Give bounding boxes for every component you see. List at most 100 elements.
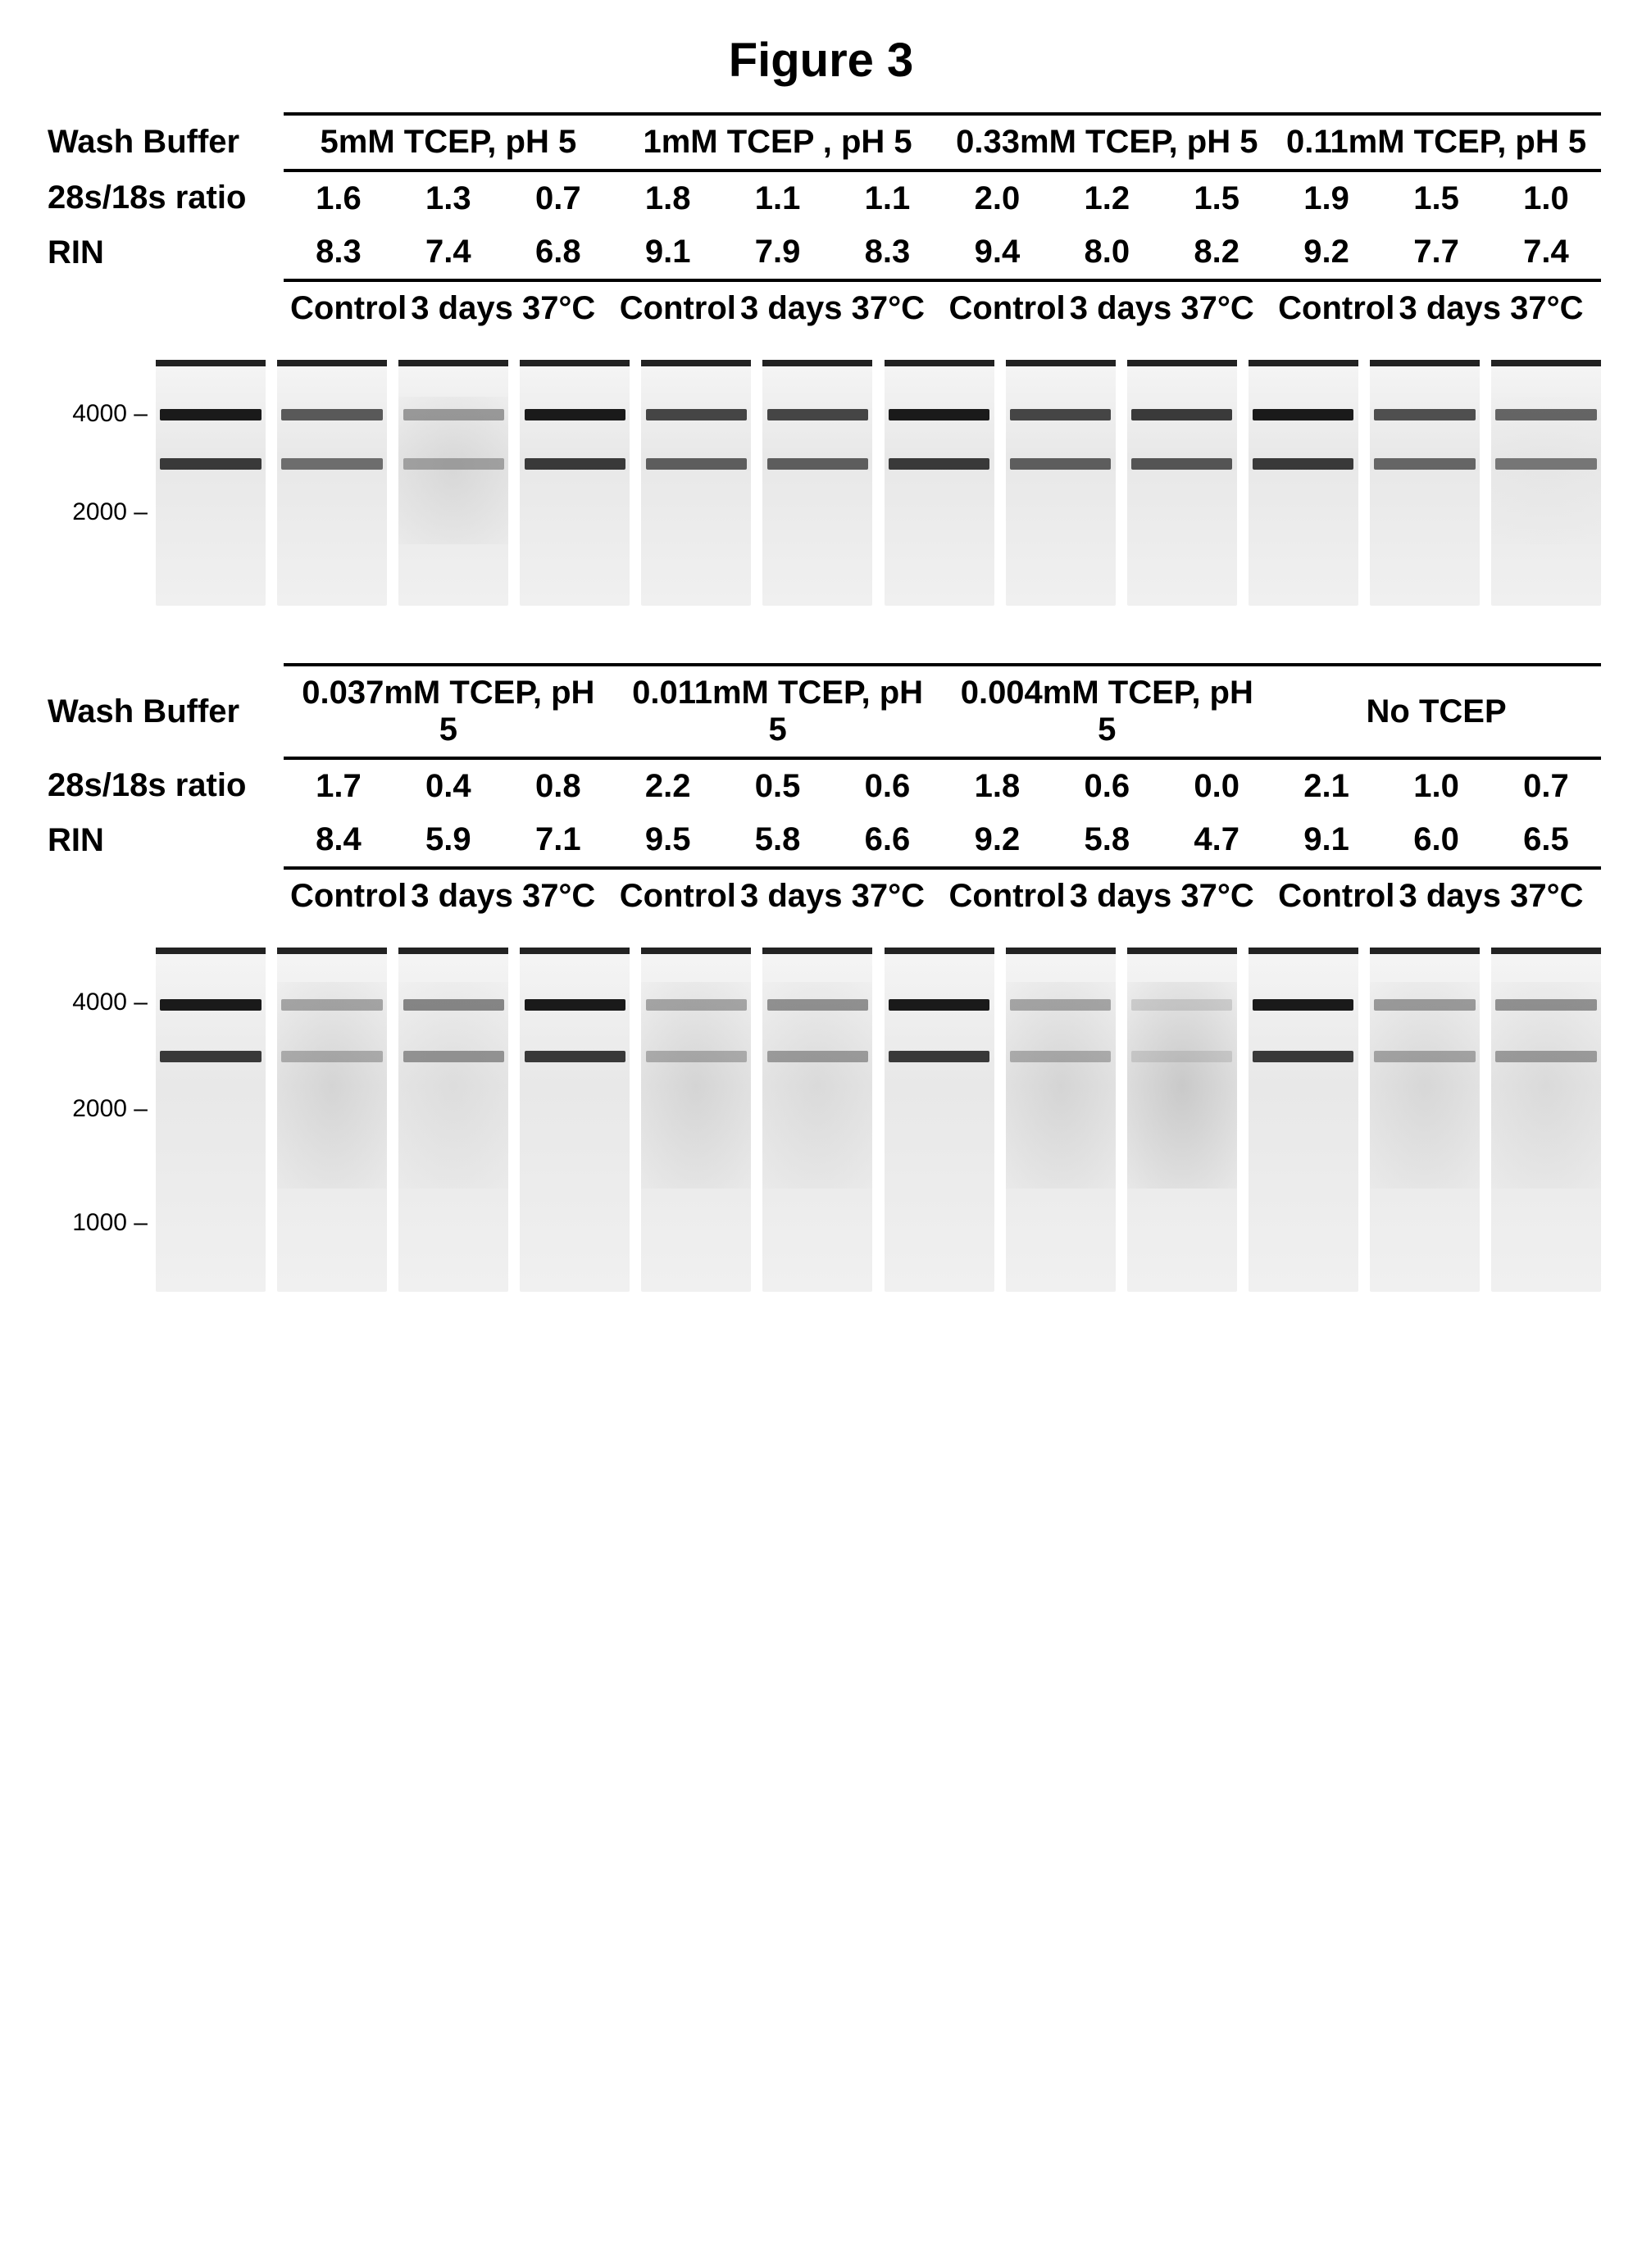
gel-y-axis: 400020001000 bbox=[41, 948, 156, 1292]
lane-label-control: Control bbox=[1271, 280, 1381, 335]
gel-well bbox=[398, 360, 508, 366]
rin-value: 9.2 bbox=[942, 813, 1052, 868]
gel-band-18s bbox=[160, 1051, 261, 1062]
gel-well bbox=[277, 948, 387, 954]
lane-label-treated: 3 days 37°C bbox=[1052, 280, 1271, 335]
gel-well bbox=[762, 948, 872, 954]
rin-value: 7.1 bbox=[503, 813, 613, 868]
gel-band-18s bbox=[767, 458, 868, 470]
rin-value: 5.8 bbox=[1052, 813, 1162, 868]
gel-smear bbox=[398, 982, 508, 1189]
ratio-label: 28s/18s ratio bbox=[41, 758, 284, 813]
ratio-value: 0.6 bbox=[833, 758, 943, 813]
gel-band-28s bbox=[767, 409, 868, 420]
gel-group bbox=[885, 948, 1237, 1292]
rin-value: 8.3 bbox=[833, 225, 943, 280]
gel-smear bbox=[762, 982, 872, 1189]
ratio-value: 0.7 bbox=[503, 170, 613, 225]
gel-lane bbox=[1491, 360, 1601, 606]
gel-lane bbox=[1006, 948, 1116, 1292]
gel-lane bbox=[1249, 360, 1358, 606]
gel-y-tick: 1000 bbox=[72, 1209, 148, 1237]
gel-well bbox=[520, 948, 630, 954]
gel-band-28s bbox=[1253, 409, 1353, 420]
lane-label-control: Control bbox=[1271, 868, 1381, 923]
gel-lane bbox=[277, 948, 387, 1292]
gel-smear bbox=[1127, 982, 1237, 1189]
gel-band-28s bbox=[889, 409, 989, 420]
gel-lane bbox=[885, 948, 994, 1292]
data-table: Wash Buffer0.037mM TCEP, pH 50.011mM TCE… bbox=[41, 663, 1601, 923]
gel-well bbox=[1006, 948, 1116, 954]
gel-band-28s bbox=[646, 409, 747, 420]
lane-label-treated: 3 days 37°C bbox=[723, 868, 943, 923]
gel-y-tick: 4000 bbox=[72, 989, 148, 1016]
ratio-value: 0.6 bbox=[1052, 758, 1162, 813]
gel-well bbox=[1491, 360, 1601, 366]
gel-lane bbox=[1006, 360, 1116, 606]
gel-well bbox=[885, 360, 994, 366]
ratio-value: 1.2 bbox=[1052, 170, 1162, 225]
rin-value: 6.6 bbox=[833, 813, 943, 868]
rin-value: 5.9 bbox=[393, 813, 503, 868]
gel-band-18s bbox=[1131, 458, 1232, 470]
rin-value: 4.7 bbox=[1162, 813, 1271, 868]
group-header: 1mM TCEP , pH 5 bbox=[613, 114, 943, 170]
rin-value: 9.1 bbox=[1271, 813, 1381, 868]
gel-well bbox=[1370, 360, 1480, 366]
rin-value: 7.4 bbox=[1491, 225, 1601, 280]
gel-group bbox=[1249, 948, 1601, 1292]
ratio-value: 1.0 bbox=[1491, 170, 1601, 225]
gel-lane bbox=[398, 948, 508, 1292]
data-table: Wash Buffer5mM TCEP, pH 51mM TCEP , pH 5… bbox=[41, 112, 1601, 335]
data-block: Wash Buffer5mM TCEP, pH 51mM TCEP , pH 5… bbox=[41, 112, 1601, 606]
lane-label-treated: 3 days 37°C bbox=[393, 280, 613, 335]
rin-value: 6.0 bbox=[1381, 813, 1491, 868]
gel-lane bbox=[1127, 360, 1237, 606]
lane-row-spacer bbox=[41, 868, 284, 923]
gel-lane bbox=[520, 948, 630, 1292]
gel-band-18s bbox=[160, 458, 261, 470]
lane-label-control: Control bbox=[613, 280, 723, 335]
gel-smear bbox=[277, 982, 387, 1189]
gel-smear bbox=[641, 982, 751, 1189]
gel-smear bbox=[1006, 982, 1116, 1189]
figure-title: Figure 3 bbox=[41, 33, 1601, 88]
gel-lane bbox=[885, 360, 994, 606]
gel-well bbox=[1249, 948, 1358, 954]
group-header: 0.11mM TCEP, pH 5 bbox=[1271, 114, 1601, 170]
ratio-value: 1.7 bbox=[284, 758, 393, 813]
gel-band-28s bbox=[160, 999, 261, 1011]
ratio-value: 1.1 bbox=[833, 170, 943, 225]
gel-smear bbox=[1491, 982, 1601, 1189]
lane-label-treated: 3 days 37°C bbox=[1052, 868, 1271, 923]
gel-band-28s bbox=[525, 409, 625, 420]
rin-value: 8.4 bbox=[284, 813, 393, 868]
gel-band-18s bbox=[1010, 458, 1111, 470]
lane-label-control: Control bbox=[284, 280, 393, 335]
rin-value: 8.2 bbox=[1162, 225, 1271, 280]
ratio-value: 0.0 bbox=[1162, 758, 1271, 813]
gel-y-tick: 2000 bbox=[72, 498, 148, 526]
gel-smear bbox=[398, 397, 508, 544]
gel-well bbox=[1127, 360, 1237, 366]
rin-value: 9.2 bbox=[1271, 225, 1381, 280]
gel-band-18s bbox=[889, 1051, 989, 1062]
gel-lane bbox=[1249, 948, 1358, 1292]
gel-band-18s bbox=[525, 1051, 625, 1062]
wash-buffer-label: Wash Buffer bbox=[41, 114, 284, 170]
gel-lane bbox=[156, 948, 266, 1292]
gel-well bbox=[641, 360, 751, 366]
gel-well bbox=[156, 948, 266, 954]
gel-lane bbox=[277, 360, 387, 606]
gel-lane bbox=[641, 360, 751, 606]
gel-well bbox=[1491, 948, 1601, 954]
lane-label-control: Control bbox=[613, 868, 723, 923]
group-header: 0.004mM TCEP, pH 5 bbox=[942, 665, 1271, 758]
wash-buffer-label: Wash Buffer bbox=[41, 665, 284, 758]
group-header: 0.33mM TCEP, pH 5 bbox=[942, 114, 1271, 170]
gel-lane bbox=[641, 948, 751, 1292]
gel-band-28s bbox=[889, 999, 989, 1011]
gel-group bbox=[520, 948, 872, 1292]
lane-label-treated: 3 days 37°C bbox=[1381, 868, 1601, 923]
